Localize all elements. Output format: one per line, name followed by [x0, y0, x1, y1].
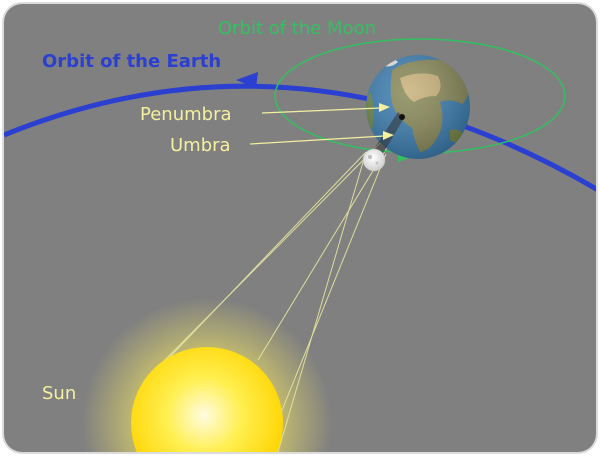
umbra-ray-left [164, 151, 367, 363]
earth-orbit-label: Orbit of the Earth [42, 51, 221, 72]
sun-icon [131, 347, 283, 452]
umbra-ray-right [264, 153, 387, 452]
umbra-label: Umbra [170, 135, 231, 156]
penumbra-ray-right [277, 151, 367, 452]
moon-icon [362, 148, 386, 172]
earth-orbit-arrow [236, 72, 258, 88]
penumbra-pointer [261, 103, 390, 114]
umbra-pointer [249, 131, 394, 145]
penumbra-ray-outer-left [154, 123, 400, 371]
sun-label: Sun [42, 383, 76, 404]
earth-orbit-path [4, 83, 596, 193]
umbra-spot [399, 114, 405, 120]
moon-orbit-label: Orbit of the Moon [218, 18, 376, 39]
penumbra-label: Penumbra [140, 104, 232, 125]
